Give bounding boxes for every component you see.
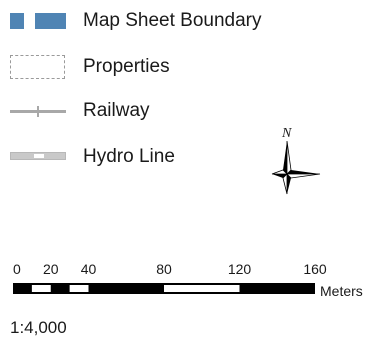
properties-swatch <box>10 55 68 79</box>
scalebar: 0 20 40 80 120 160 Meters <box>0 255 369 305</box>
north-arrow: N <box>270 125 340 197</box>
north-label: N <box>281 126 292 141</box>
hydro-line-swatch <box>10 147 68 167</box>
legend-item-hydro-line: Hydro Line <box>10 143 175 171</box>
compass-star-icon: N <box>271 126 321 195</box>
scalebar-segment <box>164 285 240 292</box>
scalebar-tick-label: 40 <box>81 261 97 277</box>
properties-dashed-box <box>10 55 65 79</box>
railway-tick <box>37 106 39 117</box>
scalebar-segment <box>31 285 51 292</box>
legend-item-map-sheet-boundary: Map Sheet Boundary <box>10 7 262 35</box>
railway-swatch <box>10 101 68 121</box>
scalebar-segment <box>69 285 89 292</box>
scalebar-tick-label: 120 <box>228 261 252 277</box>
map-sheet-boundary-swatch <box>10 11 68 31</box>
scalebar-tick-label: 0 <box>13 261 21 277</box>
legend-label: Map Sheet Boundary <box>83 10 262 31</box>
scale-ratio: 1:4,000 <box>10 318 67 337</box>
legend-label: Hydro Line <box>83 146 175 167</box>
scalebar-tick-label: 20 <box>43 261 59 277</box>
map-sheet-boundary-swatch-right <box>35 13 66 29</box>
legend-item-railway: Railway <box>10 97 150 125</box>
legend-item-properties: Properties <box>10 53 170 81</box>
scalebar-graphic: 0 20 40 80 120 160 Meters <box>13 261 363 299</box>
scalebar-tick-label: 160 <box>303 261 327 277</box>
scalebar-tick-label: 80 <box>156 261 172 277</box>
hydro-line-dash <box>34 154 44 158</box>
legend-label: Properties <box>83 56 170 77</box>
scalebar-unit-label: Meters <box>320 283 363 299</box>
map-sheet-boundary-swatch-left <box>10 13 24 29</box>
legend-label: Railway <box>83 100 150 121</box>
